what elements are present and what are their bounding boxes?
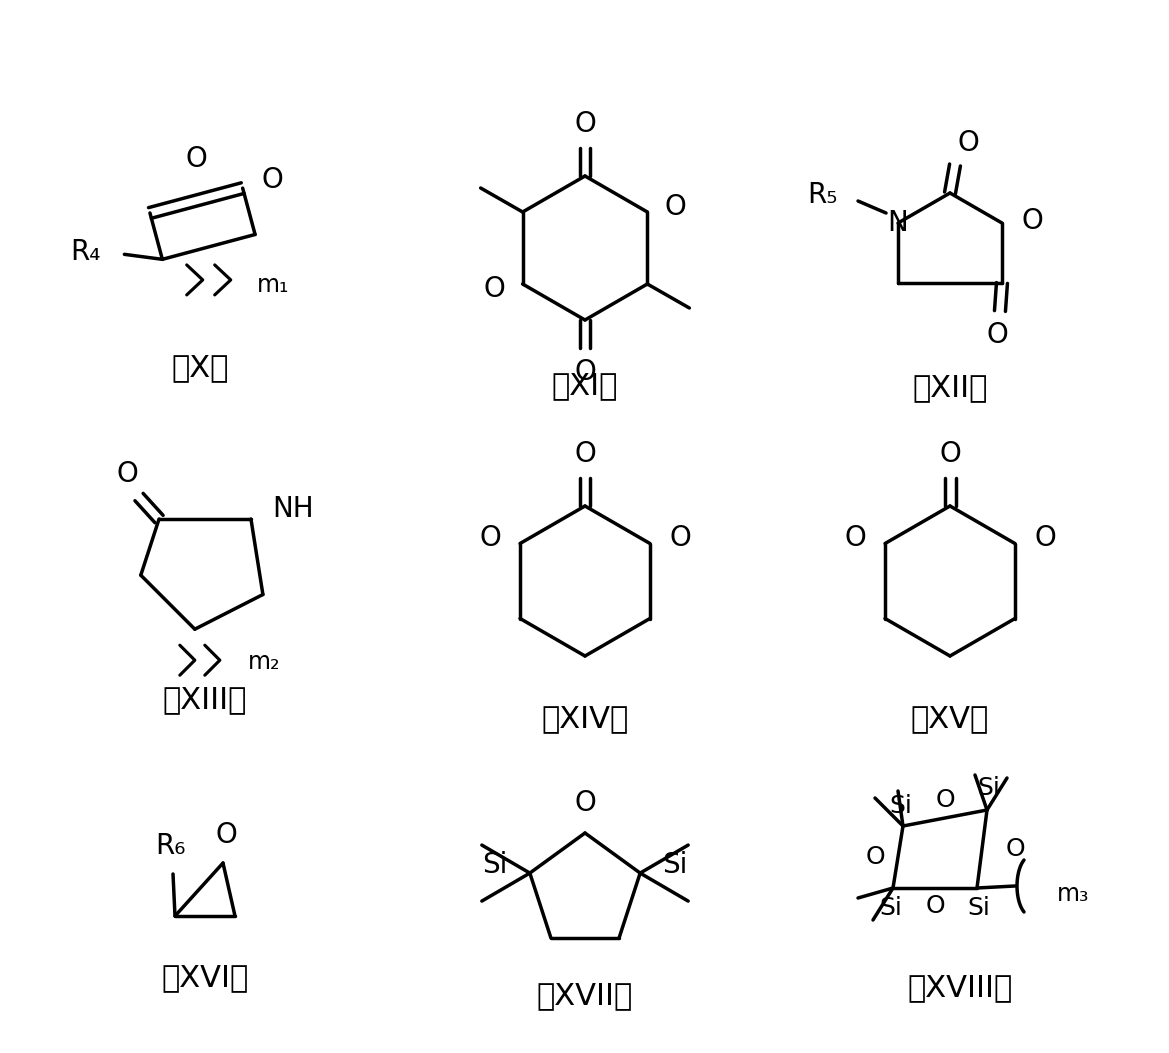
Text: O: O [1005,837,1025,861]
Text: O: O [574,789,596,817]
Text: Si: Si [968,896,990,920]
Text: Si: Si [879,896,902,920]
Text: R₅: R₅ [808,181,838,208]
Text: O: O [957,130,978,157]
Text: O: O [844,524,866,553]
Text: R₄: R₄ [70,238,101,266]
Text: NH: NH [272,495,313,523]
Text: （XII）: （XII） [912,374,988,402]
Text: O: O [262,166,284,194]
Text: （X）: （X） [172,354,229,382]
Text: O: O [664,193,686,221]
Text: O: O [865,845,885,869]
Text: O: O [484,275,505,303]
Text: （XVI）: （XVI） [161,963,249,993]
Text: m₁: m₁ [257,273,289,297]
Text: O: O [925,894,945,918]
Text: O: O [116,460,138,488]
Text: O: O [479,524,502,553]
Text: O: O [574,440,596,468]
Text: Si: Si [890,794,913,818]
Text: m₂: m₂ [248,650,281,674]
Text: O: O [939,440,961,468]
Text: O: O [935,788,955,812]
Text: O: O [574,358,596,386]
Text: O: O [574,110,596,138]
Text: Si: Si [482,851,507,879]
Text: （XVIII）: （XVIII） [907,974,1012,1002]
Text: O: O [186,144,207,173]
Text: O: O [1035,524,1056,553]
Text: （XVII）: （XVII） [537,981,634,1011]
Text: O: O [669,524,691,553]
Text: O: O [1021,207,1043,235]
Text: （XV）: （XV） [911,704,989,734]
Text: Si: Si [663,851,687,879]
Text: （XI）: （XI） [552,372,618,400]
Text: O: O [215,821,237,849]
Text: N: N [887,208,908,237]
Text: （XIII）: （XIII） [162,686,247,715]
Text: O: O [987,321,1008,349]
Text: m₃: m₃ [1057,882,1090,906]
Text: R₆: R₆ [154,832,185,860]
Text: （XIV）: （XIV） [541,704,629,734]
Text: Si: Si [977,776,1001,800]
